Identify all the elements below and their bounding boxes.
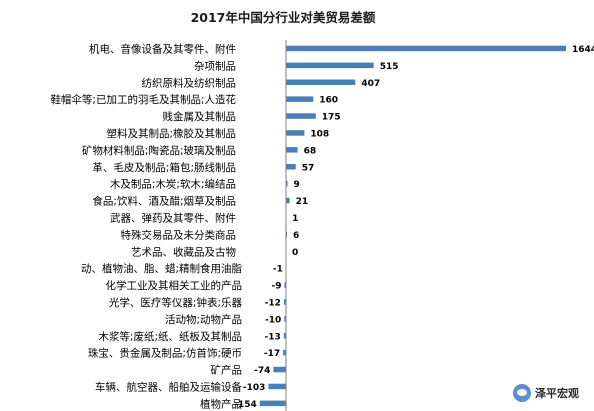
category-label: 食品;饮料、酒及醋;烟草及制品 [92, 195, 236, 208]
bar [286, 180, 288, 187]
value-label: 21 [296, 197, 309, 207]
category-label: 动、植物油、脂、蜡;精制食用油脂 [81, 262, 243, 275]
value-label: -103 [243, 383, 266, 393]
bar [283, 349, 286, 356]
value-label: -13 [265, 332, 281, 342]
bar [286, 45, 566, 52]
category-label: 塑料及其制品;橡胶及其制品 [106, 127, 236, 140]
category-label: 车辆、航空器、船舶及运输设备 [95, 380, 242, 393]
bar [286, 231, 288, 238]
category-label: 机电、音像设备及其零件、附件 [89, 42, 236, 55]
bar [259, 400, 286, 407]
bar [273, 366, 286, 373]
watermark-text: 泽平宏观 [535, 387, 579, 400]
bar [286, 197, 290, 204]
category-label: 特殊交易品及未分类商品 [121, 228, 237, 241]
category-label: 矿产品 [211, 364, 243, 377]
category-label: 光学、医疗等仪器;钟表;乐器 [109, 296, 243, 309]
category-label: 化学工业及其相关工业的产品 [106, 279, 243, 292]
bars-layer: 机电、音像设备及其零件、附件 1644 杂项制品 515 纺织原料及纺织制品 407 鞋帽伞… [50, 40, 594, 411]
value-label: -9 [271, 282, 281, 292]
bar [286, 164, 296, 170]
bar [286, 96, 314, 102]
value-label: 160 [319, 96, 338, 106]
value-label: -154 [234, 400, 257, 410]
category-label: 活动物;动物产品 [165, 313, 242, 326]
value-label: 57 [302, 163, 315, 173]
bar [286, 113, 316, 119]
bar [284, 316, 286, 322]
category-label: 珠宝、贵金属及制品;仿首饰;硬币 [88, 347, 242, 360]
category-label: 木及制品;木炭;软木;编结品 [110, 178, 236, 191]
bar [286, 62, 374, 69]
bar [283, 299, 286, 305]
value-label: 1644 [572, 45, 594, 55]
category-label: 植物产品 [200, 397, 242, 410]
value-label: -74 [254, 366, 270, 376]
value-label: 175 [322, 113, 341, 123]
category-label: 贱金属及其制品 [163, 110, 237, 123]
value-label: 515 [380, 62, 399, 72]
category-label: 武器、弹药及其零件、附件 [110, 211, 236, 224]
category-label: 革、毛皮及制品;箱包;肠线制品 [92, 161, 236, 174]
value-label: -1 [273, 265, 283, 275]
chart-title: 2017年中国分行业对美贸易差额 [191, 10, 376, 25]
value-label: -10 [265, 315, 281, 325]
category-label: 纺织原料及纺织制品 [142, 76, 237, 89]
category-label: 艺术品、收藏品及古物 [131, 245, 236, 258]
value-label: 407 [361, 79, 380, 89]
value-label: 68 [304, 146, 317, 156]
bar [286, 147, 298, 153]
bar [283, 333, 286, 339]
value-label: -17 [264, 349, 280, 359]
bar [284, 282, 286, 288]
value-label: -12 [265, 298, 281, 308]
category-label: 鞋帽伞等;已加工的羽毛及其制品;人造花 [50, 93, 236, 106]
bar [268, 383, 286, 390]
bar [286, 79, 356, 85]
category-label: 木浆等;废纸;纸、纸板及其制品 [98, 330, 242, 343]
bar [286, 130, 305, 136]
value-label: 108 [310, 129, 329, 139]
category-label: 矿物材料制品;陶瓷品;玻璃及制品 [82, 144, 236, 157]
value-label: 9 [294, 180, 300, 190]
value-label: 0 [292, 248, 298, 258]
watermark: 泽平宏观 [510, 383, 582, 403]
value-label: 6 [293, 231, 299, 241]
value-label: 1 [292, 214, 298, 224]
wechat-icon [513, 384, 531, 402]
category-label: 杂项制品 [194, 59, 236, 72]
